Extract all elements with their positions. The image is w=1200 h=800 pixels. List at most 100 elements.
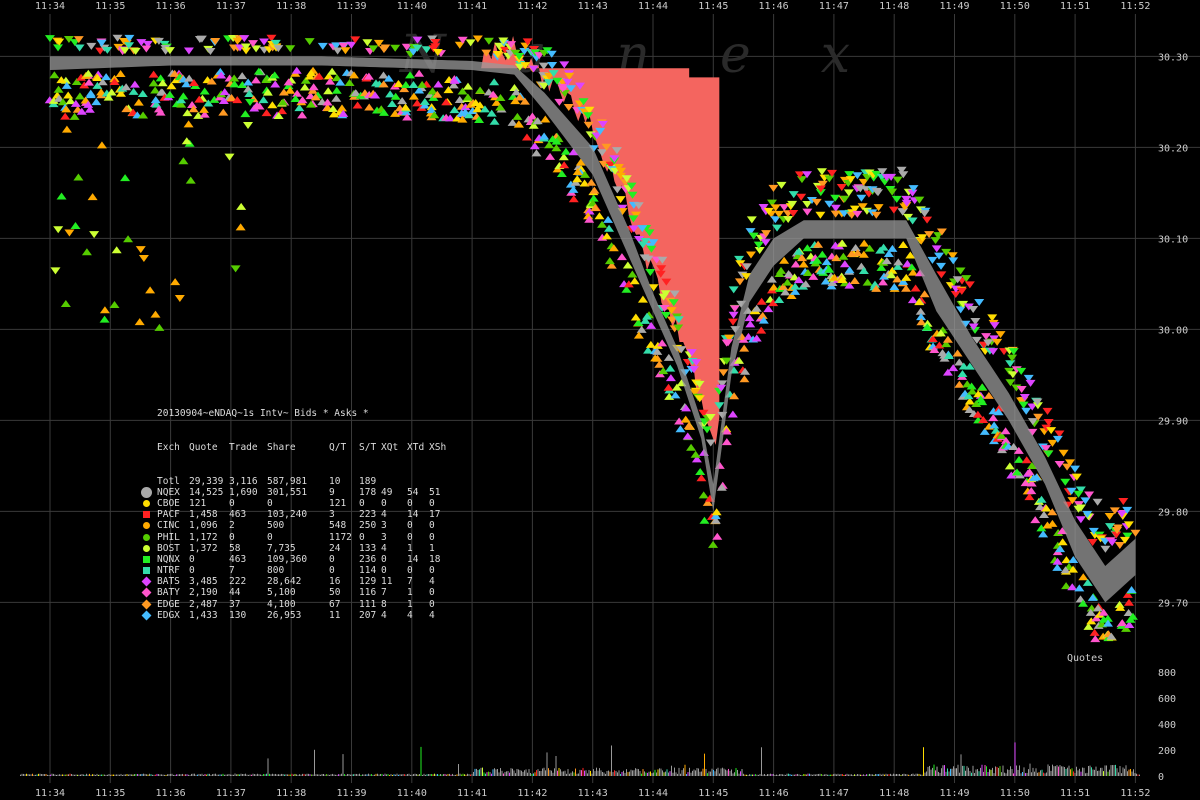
volume-bar [840,774,842,776]
volume-bar [824,774,825,776]
quote-mark [622,261,633,269]
quote-mark [970,317,981,325]
quote-mark [699,516,710,524]
quote-mark [910,284,921,292]
legend-cell-xtd: 54 [407,486,419,498]
quote-mark [627,270,638,278]
volume-bar [446,774,447,776]
volume-bar [777,774,779,776]
quote-mark [557,85,568,93]
volume-bar [528,769,530,776]
quote-mark [432,49,443,57]
volume-bar [549,770,551,776]
quote-mark [164,90,175,98]
quote-mark [657,256,668,264]
quote-mark [772,224,783,232]
legend-header-trade: Trade [229,442,258,453]
top-time-tick: 11:49 [939,1,969,12]
top-time-tick: 11:46 [759,1,789,12]
volume-bar [719,773,720,776]
quote-mark [178,92,189,100]
quote-mark [285,86,296,94]
quote-mark [511,88,522,96]
quote-mark [978,415,989,423]
quote-mark [981,333,992,341]
legend-cell-qt: 0 [329,565,335,577]
volume-bar [440,774,441,776]
legend-cell-st: 0 [359,531,365,543]
quote-mark [908,268,919,276]
volume-bar [714,771,716,776]
quote-mark [513,120,524,128]
legend-cell-quote: 121 [189,497,207,509]
volume-bar [740,771,741,776]
volume-bar [339,774,341,776]
nbbo-band [50,56,1136,603]
quote-mark [250,76,261,84]
quote-mark [977,383,988,391]
quote-mark [84,105,95,113]
legend-cell-quote: 1,433 [189,609,218,621]
volume-bar [369,774,371,776]
quote-mark [427,87,438,95]
volume-bar [651,773,653,776]
volume-bar [959,772,960,776]
quote-mark [128,87,139,95]
quote-mark [869,280,880,288]
volume-bar [602,771,603,776]
quote-mark [121,83,132,91]
quote-mark [674,417,685,425]
volume-bar [1067,767,1068,776]
quote-mark [97,78,108,86]
quote-mark [509,84,520,92]
quote-mark [232,37,243,45]
quote-mark [178,157,189,165]
volume-bar [240,773,242,776]
quote-mark [589,186,600,194]
volume-bar [923,747,924,776]
quote-mark [1027,418,1038,426]
volume-bar [252,773,254,776]
volume-bar [618,770,620,776]
volume-bar [509,772,510,776]
quote-mark [636,325,647,333]
volume-bar [249,774,251,776]
volume-bar [1038,772,1040,776]
quote-mark [292,89,303,97]
quote-mark [285,45,296,53]
quote-mark [109,301,120,309]
quote-mark [871,284,882,292]
volume-bar [293,774,294,776]
quote-mark [907,217,918,225]
quote-mark [232,96,243,104]
quote-mark [138,254,149,262]
volume-bar [822,774,824,776]
bottom-time-tick: 11:50 [1000,788,1030,799]
quote-mark [528,65,539,73]
volume-bar [903,773,905,776]
volume-bar [494,768,495,776]
volume-bar [480,767,482,776]
volume-bar [527,772,528,776]
volume-bar [38,773,39,776]
volume-bar [495,769,497,776]
volume-bar [536,770,537,776]
quote-mark [1114,600,1125,608]
volume-bar [414,773,416,776]
quote-mark [237,81,248,89]
volume-bar [303,773,305,776]
legend-cell-xqt: 4 [381,509,387,521]
quote-mark [1118,497,1129,505]
volume-bar [572,771,573,776]
legend-cell-xsh: 0 [429,598,435,610]
legend-title: 20130904~eNDAQ~1s Intv~ Bids * Asks * [157,408,369,420]
volume-bar [90,774,92,776]
volume-bar [146,774,147,776]
quote-mark [169,69,180,77]
quote-mark [390,109,401,117]
quote-mark [896,166,907,174]
volume-bar [920,774,921,776]
quote-mark [123,235,134,243]
quote-mark [963,392,974,400]
quote-mark [826,169,837,177]
